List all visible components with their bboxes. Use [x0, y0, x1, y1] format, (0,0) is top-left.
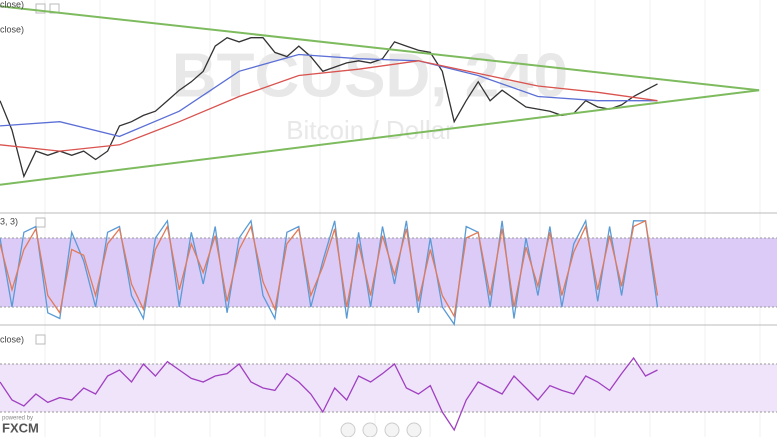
toolbar: [35, 3, 422, 437]
series-line: [0, 5, 760, 92]
toolbar-button[interactable]: [35, 217, 46, 228]
series-line: [0, 219, 659, 319]
series-line: [0, 60, 658, 152]
series-line: [0, 53, 658, 138]
series-line: [0, 89, 760, 186]
nav-button[interactable]: [340, 422, 356, 437]
logo-name: FXCM: [2, 420, 39, 435]
indicator-label: close): [0, 0, 24, 9]
toolbar-button[interactable]: [35, 3, 46, 14]
series-line: [0, 356, 658, 432]
logo-caption: powered by: [2, 416, 33, 422]
nav-button[interactable]: [406, 422, 422, 437]
series-line: [0, 36, 658, 179]
toolbar-button[interactable]: [35, 334, 46, 345]
indicator-label: close): [0, 24, 24, 34]
nav-button[interactable]: [362, 422, 378, 437]
indicator-label: close): [0, 334, 24, 344]
series-line: [0, 218, 659, 327]
indicator-label: 3, 3): [0, 216, 18, 226]
watermark-subtitle: Bitcoin / Dollar: [286, 115, 454, 145]
band: [0, 238, 777, 307]
nav-button[interactable]: [384, 422, 400, 437]
watermark-title: BTCUSD, 240: [172, 41, 568, 110]
band: [0, 364, 777, 412]
